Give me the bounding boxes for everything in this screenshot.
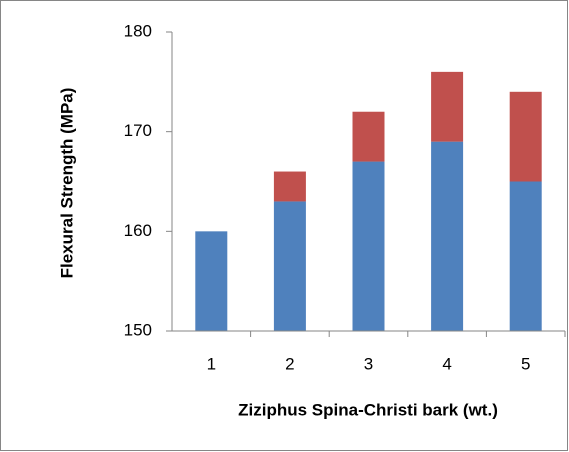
x-tick-label: 4 — [442, 354, 451, 373]
bar-segment — [509, 91, 542, 182]
x-tick-label: 1 — [207, 354, 216, 373]
bar-segment — [352, 161, 385, 331]
x-axis-label: Ziziphus Spina-Christi bark (wt.) — [238, 400, 498, 419]
x-tick-label: 5 — [521, 354, 530, 373]
y-tick-label: 150 — [124, 320, 152, 339]
bar-segment — [509, 181, 542, 331]
x-tick-label: 2 — [285, 354, 294, 373]
bar-segment — [273, 171, 306, 202]
y-tick-label: 160 — [124, 221, 152, 240]
y-axis-label: Flexural Strength (MPa) — [57, 88, 76, 279]
bar-segment — [431, 71, 464, 142]
x-tick-label: 3 — [364, 354, 373, 373]
bar-segment — [352, 111, 385, 162]
bar-segment — [195, 231, 228, 331]
bar-segment — [431, 141, 464, 331]
bar-segment — [273, 201, 306, 331]
y-tick-label: 170 — [124, 121, 152, 140]
y-tick-label: 180 — [124, 21, 152, 40]
